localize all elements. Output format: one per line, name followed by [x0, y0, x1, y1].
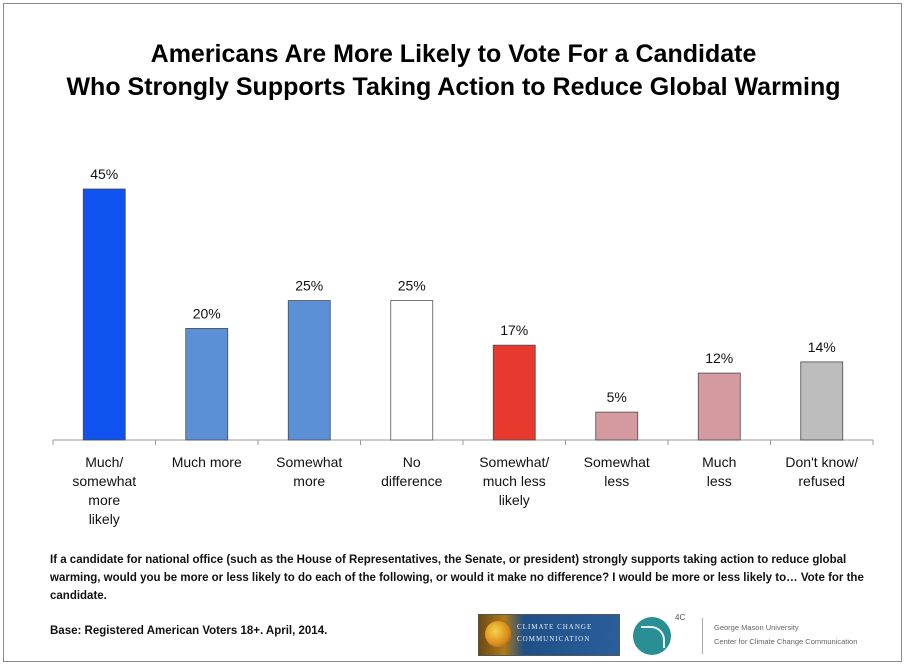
bar — [595, 411, 639, 441]
data-label: 14% — [808, 339, 836, 355]
category-label: Much/somewhat more likely — [72, 454, 136, 527]
data-label: 25% — [398, 278, 426, 294]
bar — [185, 328, 229, 441]
4c-logo-label: 4C — [675, 613, 686, 622]
category-label: Don't know/refused — [785, 454, 858, 489]
bar — [800, 361, 844, 441]
chart-title-line-2: Who Strongly Supports Taking Action to R… — [66, 73, 841, 101]
bar — [390, 300, 434, 441]
data-label: 20% — [193, 305, 221, 321]
category-label: Somewhat/much less likely — [479, 454, 549, 508]
category-label: Much more — [172, 454, 242, 470]
bar — [697, 372, 741, 441]
gmu-text-line-2: Center for Climate Change Communication — [714, 637, 858, 646]
base-note: Base: Registered American Voters 18+. Ap… — [50, 625, 328, 637]
bar-chart: 45% Much/somewhat more likely 20% Much more 25… — [52, 166, 874, 527]
data-label: 17% — [500, 322, 528, 338]
data-label: 25% — [295, 278, 323, 294]
logo-divider — [702, 618, 703, 654]
data-label: 12% — [705, 350, 733, 366]
data-label: 5% — [607, 389, 627, 405]
slide-frame — [3, 3, 902, 662]
category-label: Much less — [702, 454, 736, 489]
data-label: 45% — [90, 166, 118, 182]
logo-text-line-2: COMMUNICATION — [517, 635, 591, 643]
climate-change-communication-logo: CLIMATE CHANGE COMMUNICATION — [478, 614, 620, 656]
bar — [287, 300, 331, 441]
gmu-text-line-1: George Mason University — [714, 623, 799, 632]
survey-question: If a candidate for national office (such… — [50, 554, 864, 602]
category-label: No difference — [381, 454, 442, 489]
bar — [82, 188, 126, 441]
bar — [492, 344, 536, 441]
chart-title-line-1: Americans Are More Likely to Vote For a … — [150, 40, 757, 68]
4c-logo — [633, 617, 671, 655]
category-label: Somewhat less — [584, 454, 650, 489]
category-label: Somewhat more — [276, 454, 342, 489]
logo-text-line-1: CLIMATE CHANGE — [517, 623, 593, 631]
sun-icon — [485, 621, 511, 647]
